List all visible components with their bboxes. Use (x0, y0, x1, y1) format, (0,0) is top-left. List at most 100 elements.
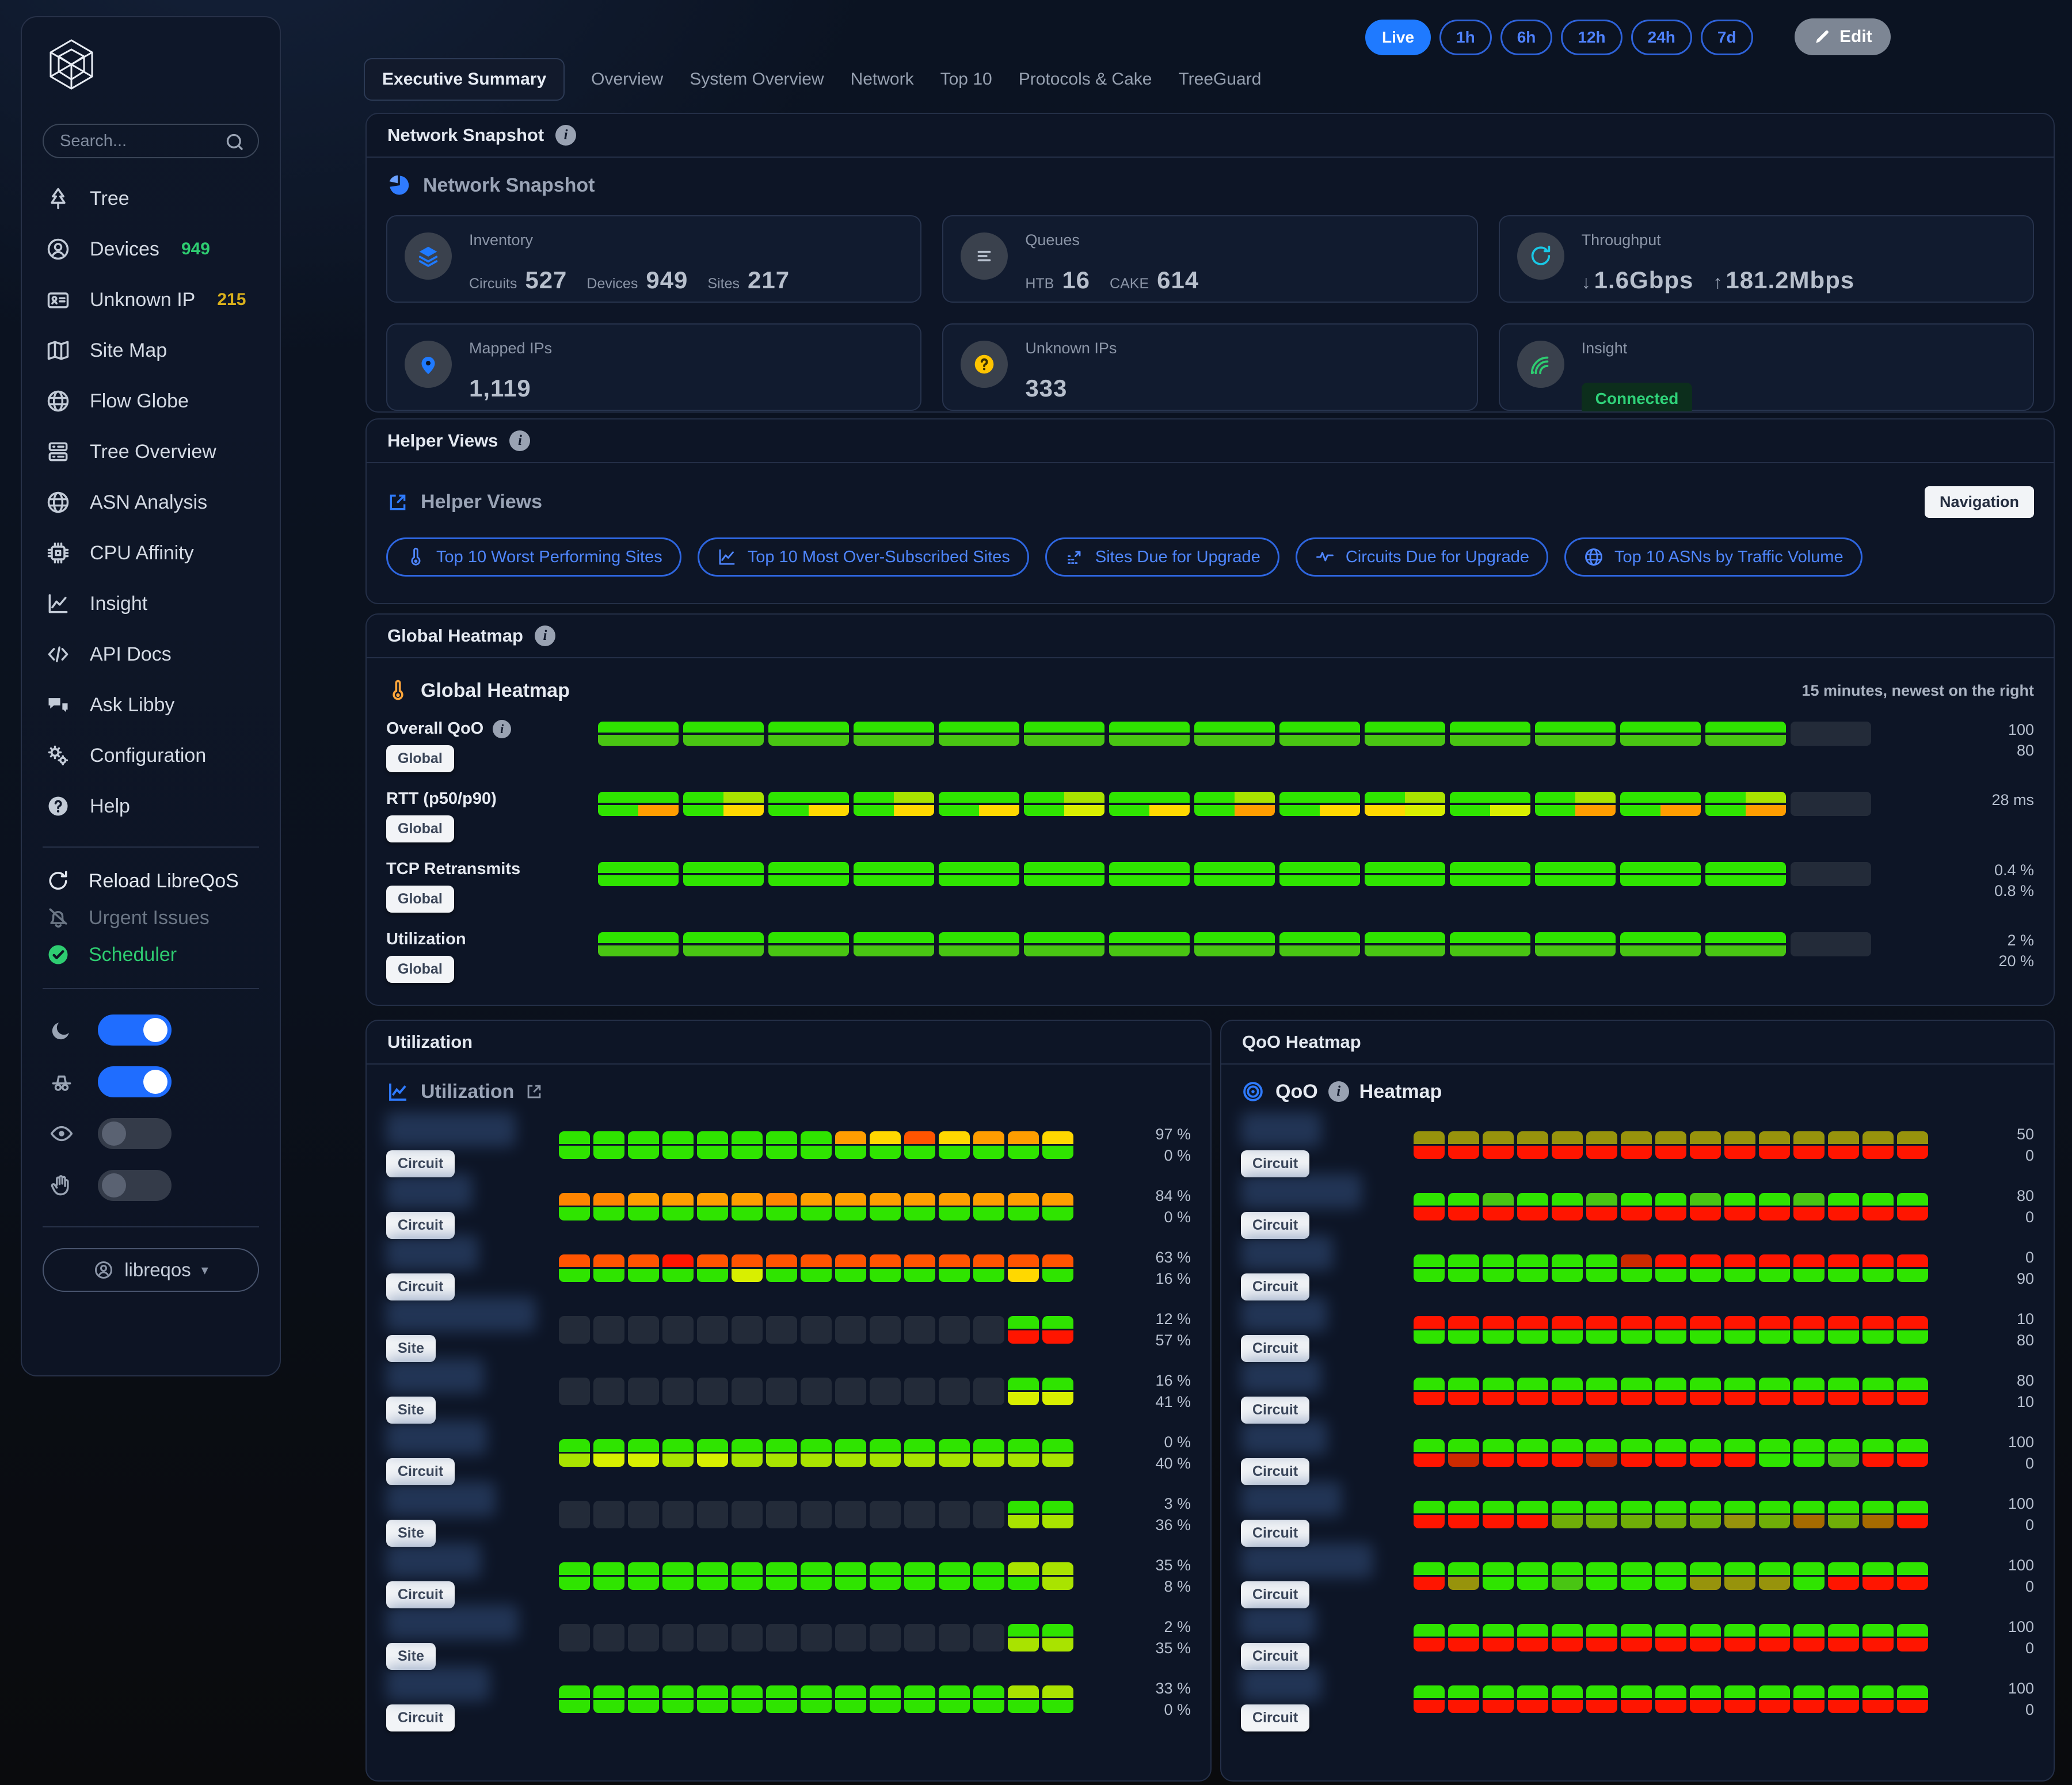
eye-toggle[interactable] (98, 1118, 172, 1149)
tab-network[interactable]: Network (851, 70, 914, 89)
heatmap-cell (732, 1439, 763, 1467)
heatmap-cell (1759, 1316, 1790, 1344)
redacted-label (1241, 1235, 1333, 1270)
heatmap-cell (1414, 1501, 1445, 1528)
heatmap-cell (1621, 1131, 1652, 1159)
search-icon (223, 131, 246, 154)
bell-slash-icon (45, 905, 71, 930)
heatmap-cell (1655, 1193, 1686, 1220)
sidebar-link-label: Reload LibreQoS (89, 870, 239, 892)
info-icon: i (1328, 1081, 1349, 1102)
tab-overview[interactable]: Overview (591, 70, 663, 89)
heatmap-cell-empty (766, 1378, 797, 1405)
tab-system-overview[interactable]: System Overview (690, 70, 824, 89)
heatmap-cell-empty (870, 1624, 901, 1651)
heatmap-cell (854, 862, 934, 886)
type-badge: Circuit (1241, 1335, 1309, 1362)
heatmap-cell (1535, 932, 1616, 956)
heatmap-cell (1483, 1316, 1514, 1344)
heatmap-subtitle: 15 minutes, newest on the right (1801, 682, 2034, 700)
sidebar-link-scheduler[interactable]: Scheduler (22, 936, 280, 973)
heatmap-cell-empty (732, 1378, 763, 1405)
heatmap-cell-empty (662, 1378, 694, 1405)
sidebar-link-reload-libreqos[interactable]: Reload LibreQoS (22, 863, 280, 899)
divider (43, 846, 259, 848)
app-logo[interactable] (22, 17, 280, 95)
heatmap-cell (854, 932, 934, 956)
heatmap-strip (1414, 1439, 1928, 1467)
heatmap-cell (1690, 1193, 1721, 1220)
heatmap-cell (870, 1254, 901, 1282)
sidebar-item-site-map[interactable]: Site Map (22, 325, 280, 376)
helper-button-sites-due-for-upgrade[interactable]: Sites Due for Upgrade (1045, 537, 1279, 577)
sidebar-link-urgent-issues[interactable]: Urgent Issues (22, 899, 280, 936)
heatmap-cell (1828, 1378, 1859, 1405)
range-7d-pill[interactable]: 7d (1701, 20, 1753, 55)
helper-button-top-10-most-over-subscribed-sites[interactable]: Top 10 Most Over-Subscribed Sites (698, 537, 1029, 577)
heatmap-strip (1414, 1624, 1928, 1651)
heatmap-cell-empty (973, 1501, 1004, 1528)
sidebar-item-cpu-affinity[interactable]: CPU Affinity (22, 528, 280, 578)
redacted-label (1241, 1482, 1342, 1516)
sidebar-item-tree[interactable]: Tree (22, 173, 280, 224)
sidebar-item-api-docs[interactable]: API Docs (22, 629, 280, 680)
stat-label: Devices (586, 276, 638, 292)
heatmap-cell (939, 1254, 970, 1282)
sidebar-item-tree-overview[interactable]: Tree Overview (22, 426, 280, 477)
heatmap-cell (768, 932, 849, 956)
spy-toggle[interactable] (98, 1066, 172, 1097)
question-pin-icon (971, 351, 997, 377)
heatmap-cell (1483, 1131, 1514, 1159)
sidebar-item-ask-libby[interactable]: Ask Libby (22, 680, 280, 730)
external-link-icon[interactable] (524, 1082, 544, 1101)
inner-title-text: Utilization (421, 1081, 514, 1103)
heatmap-cell (973, 1685, 1004, 1713)
heatmap-cell (1724, 1131, 1755, 1159)
helper-button-top-10-asns-by-traffic-volume[interactable]: Top 10 ASNs by Traffic Volume (1564, 537, 1862, 577)
heatmap-cell (1655, 1562, 1686, 1590)
heatmap-cell (1705, 932, 1786, 956)
tab-treeguard[interactable]: TreeGuard (1178, 70, 1261, 89)
heatmap-cell (1552, 1316, 1583, 1344)
gears-icon (45, 743, 71, 768)
helper-button-circuits-due-for-upgrade[interactable]: Circuits Due for Upgrade (1296, 537, 1548, 577)
sidebar-item-configuration[interactable]: Configuration (22, 730, 280, 781)
helper-button-top-10-worst-performing-sites[interactable]: Top 10 Worst Performing Sites (386, 537, 681, 577)
heatmap-cell (1483, 1624, 1514, 1651)
range-live-pill[interactable]: Live (1365, 20, 1431, 55)
range-24h-pill[interactable]: 24h (1631, 20, 1692, 55)
heatmap-cell (1793, 1624, 1825, 1651)
tab-protocols-cake[interactable]: Protocols & Cake (1019, 70, 1152, 89)
hand-toggle[interactable] (98, 1170, 172, 1201)
heatmap-cell (1655, 1439, 1686, 1467)
utilization-row: Circuit84 %0 % (386, 1176, 1191, 1237)
sidebar-item-asn-analysis[interactable]: ASN Analysis (22, 477, 280, 528)
sidebar-item-unknown-ip[interactable]: Unknown IP215 (22, 274, 280, 325)
heatmap-cell-empty (1791, 792, 1871, 816)
heatmap-cell (1690, 1501, 1721, 1528)
heatmap-cell (1365, 862, 1445, 886)
redacted-label (386, 1420, 487, 1455)
row-values: 1080 (1963, 1309, 2034, 1351)
heatmap-cell (1414, 1624, 1445, 1651)
heatmap-cell (1690, 1254, 1721, 1282)
utilization-panel: Utilization Utilization Circuit97 %0 %Ci… (365, 1020, 1212, 1782)
heatmap-cell-empty (870, 1378, 901, 1405)
range-12h-pill[interactable]: 12h (1561, 20, 1622, 55)
sidebar-item-insight[interactable]: Insight (22, 578, 280, 629)
range-6h-pill[interactable]: 6h (1500, 20, 1553, 55)
tab-top-10[interactable]: Top 10 (940, 70, 992, 89)
helper-button-label: Sites Due for Upgrade (1095, 548, 1260, 567)
range-1h-pill[interactable]: 1h (1439, 20, 1492, 55)
heatmap-cell (1448, 1254, 1479, 1282)
moon-toggle[interactable] (98, 1014, 172, 1046)
edit-button[interactable]: Edit (1795, 18, 1891, 55)
heatmap-cell (1448, 1439, 1479, 1467)
heatmap-cell (973, 1254, 1004, 1282)
sidebar-item-help[interactable]: Help (22, 781, 280, 832)
heatmap-cell (1448, 1685, 1479, 1713)
user-menu-button[interactable]: libreqos ▾ (43, 1248, 259, 1292)
tab-executive-summary[interactable]: Executive Summary (364, 58, 565, 101)
sidebar-item-devices[interactable]: Devices949 (22, 224, 280, 274)
sidebar-item-flow-globe[interactable]: Flow Globe (22, 376, 280, 426)
